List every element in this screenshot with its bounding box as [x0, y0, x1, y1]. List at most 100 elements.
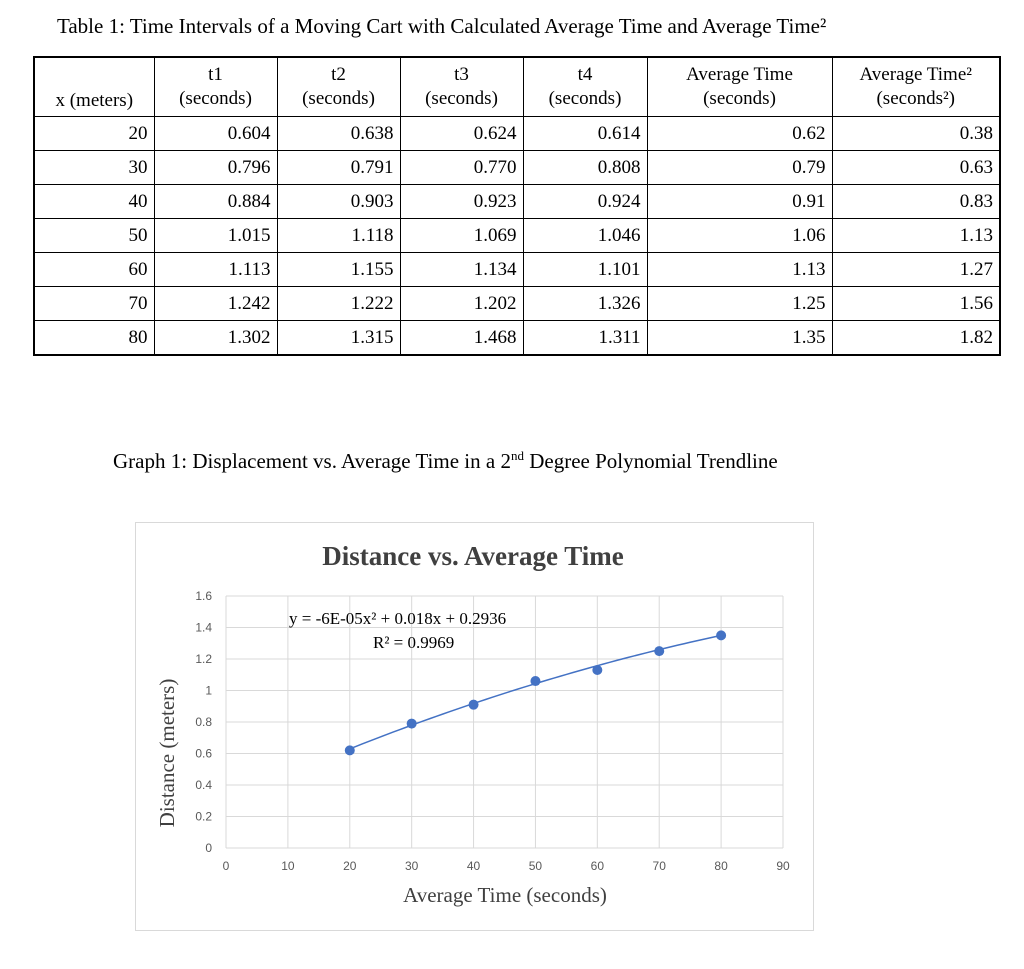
- x-tick-label: 50: [529, 859, 543, 873]
- y-axis-label: Distance (meters): [155, 679, 179, 828]
- header-label: Average Time²: [859, 64, 972, 85]
- header-label: x (meters): [55, 90, 134, 111]
- y-tick-label: 1: [205, 684, 212, 698]
- graph-caption: Graph 1: Displacement vs. Average Time i…: [113, 448, 778, 474]
- table-cell: 0.903: [276, 184, 401, 219]
- table-cell: 1.015: [153, 218, 278, 253]
- y-tick-label: 1.4: [195, 621, 212, 635]
- column-header: Average Time (seconds): [646, 56, 833, 117]
- x-tick-label: 10: [281, 859, 295, 873]
- scatter-chart: 0 0.2 0.4 0.6 0.8 1 1.2 1.4 1.6 0 10 20 30 40 50 60 70 80…: [155, 541, 790, 907]
- header-unit: (seconds): [548, 88, 622, 109]
- table-cell: 80: [33, 320, 155, 356]
- chart-text: Distance vs. Average Time y = -6E-05x² +…: [155, 541, 624, 907]
- table-cell: 0.796: [153, 150, 278, 185]
- chart-area: 0 0.2 0.4 0.6 0.8 1 1.2 1.4 1.6 0 10 20 30 40 50 60 70 80…: [135, 522, 814, 931]
- data-point: [406, 718, 417, 729]
- table-cell: 1.311: [522, 320, 648, 356]
- trendline-r-squared: R² = 0.9969: [373, 633, 454, 652]
- y-tick-label: 0.2: [195, 810, 212, 824]
- table-cell: 0.923: [399, 184, 524, 219]
- y-tick-label: 1.2: [195, 652, 212, 666]
- table-cell: 0.91: [646, 184, 833, 219]
- header-unit: (seconds): [425, 88, 498, 109]
- data-point: [344, 745, 355, 756]
- header-label: t1: [208, 64, 223, 85]
- graph-caption-text: Graph 1: Displacement vs. Average Time i…: [113, 449, 511, 473]
- table-cell: 1.06: [646, 218, 833, 253]
- data-point: [592, 665, 603, 676]
- table-cell: 40: [33, 184, 155, 219]
- table-cell: 1.242: [153, 286, 278, 321]
- table-cell: 0.604: [153, 116, 278, 151]
- table-cell: 1.113: [153, 252, 278, 287]
- y-tick-label: 0.4: [195, 778, 212, 792]
- table-cell: 70: [33, 286, 155, 321]
- table-cell: 1.222: [276, 286, 401, 321]
- table-cell: 1.82: [831, 320, 1001, 356]
- x-tick-label: 30: [405, 859, 419, 873]
- table-cell: 0.638: [276, 116, 401, 151]
- grid-lines: [225, 595, 784, 849]
- table-cell: 1.326: [522, 286, 648, 321]
- table-cell: 1.046: [522, 218, 648, 253]
- table-cell: 1.101: [522, 252, 648, 287]
- table-cell: 0.791: [276, 150, 401, 185]
- x-tick-label: 0: [223, 859, 230, 873]
- table-cell: 0.79: [646, 150, 833, 185]
- header-label: Average Time: [686, 64, 793, 85]
- header-unit: (seconds): [302, 88, 375, 109]
- data-point: [468, 699, 479, 710]
- table-cell: 1.069: [399, 218, 524, 253]
- table-cell: 20: [33, 116, 155, 151]
- header-label: t2: [331, 64, 346, 85]
- data-point: [530, 676, 541, 687]
- column-header: t2 (seconds): [276, 56, 401, 117]
- table-cell: 1.155: [276, 252, 401, 287]
- table-row: 80 1.302 1.315 1.468 1.311 1.35 1.82: [33, 320, 1001, 356]
- table-cell: 1.25: [646, 286, 833, 321]
- chart-title: Distance vs. Average Time: [322, 541, 623, 571]
- table-cell: 0.38: [831, 116, 1001, 151]
- column-header: Average Time² (seconds²): [831, 56, 1001, 117]
- table-cell: 1.13: [646, 252, 833, 287]
- header-label: t3: [454, 64, 469, 85]
- axes: 0 0.2 0.4 0.6 0.8 1 1.2 1.4 1.6 0 10 20 30 40 50 60 70 80…: [195, 589, 790, 873]
- data-point: [716, 630, 727, 641]
- table-cell: 1.56: [831, 286, 1001, 321]
- table-cell: 1.35: [646, 320, 833, 356]
- x-tick-label: 60: [591, 859, 605, 873]
- header-unit: (seconds²): [876, 88, 955, 109]
- table-cell: 0.624: [399, 116, 524, 151]
- x-tick-label: 90: [776, 859, 790, 873]
- header-unit: (seconds): [703, 88, 776, 109]
- table-row: 70 1.242 1.222 1.202 1.326 1.25 1.56: [33, 286, 1001, 321]
- table-cell: 1.13: [831, 218, 1001, 253]
- x-tick-label: 40: [467, 859, 481, 873]
- table-cell: 1.302: [153, 320, 278, 356]
- table-row: 50 1.015 1.118 1.069 1.046 1.06 1.13: [33, 218, 1001, 253]
- table-cell: 1.134: [399, 252, 524, 287]
- table-cell: 0.884: [153, 184, 278, 219]
- table-cell: 50: [33, 218, 155, 253]
- data-points: [344, 630, 727, 756]
- table-cell: 0.924: [522, 184, 648, 219]
- table-cell: 0.808: [522, 150, 648, 185]
- column-header: t1 (seconds): [153, 56, 278, 117]
- table-row: 30 0.796 0.791 0.770 0.808 0.79 0.63: [33, 150, 1001, 185]
- table-cell: 1.315: [276, 320, 401, 356]
- x-axis-label: Average Time (seconds): [403, 883, 607, 907]
- header-unit: (seconds): [179, 88, 252, 109]
- data-point: [654, 646, 665, 657]
- trendline-equation: y = -6E-05x² + 0.018x + 0.2936: [289, 609, 506, 628]
- column-header: t3 (seconds): [399, 56, 524, 117]
- x-tick-label: 20: [343, 859, 357, 873]
- y-tick-label: 0.8: [195, 715, 212, 729]
- table-cell: 60: [33, 252, 155, 287]
- table-cell: 1.27: [831, 252, 1001, 287]
- data-table: x (meters) t1 (seconds) t2 (seconds) t3 (se…: [33, 56, 1001, 356]
- table-header-row: x (meters) t1 (seconds) t2 (seconds) t3 (se…: [33, 56, 1001, 117]
- table-cell: 1.118: [276, 218, 401, 253]
- table-cell: 0.83: [831, 184, 1001, 219]
- column-header: x (meters): [33, 56, 155, 117]
